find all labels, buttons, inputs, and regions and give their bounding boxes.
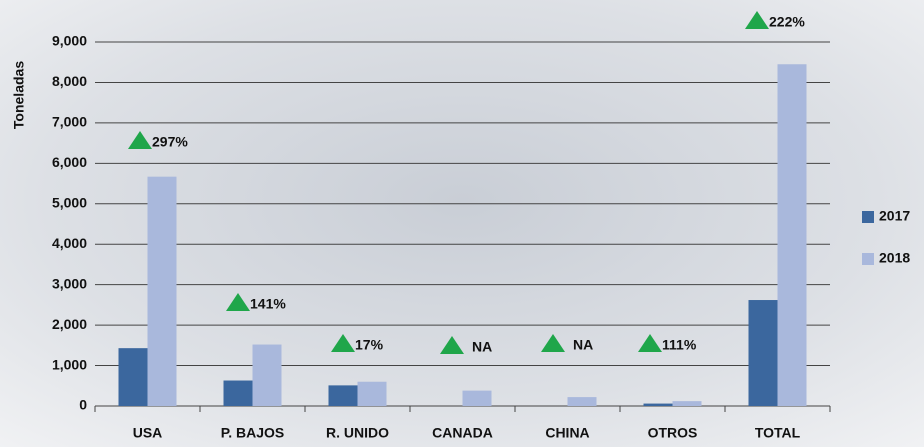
bar xyxy=(672,401,702,406)
y-tick-label: 1,000 xyxy=(52,356,87,372)
y-tick-label: 4,000 xyxy=(52,235,87,251)
x-tick-label: P. BAJOS xyxy=(221,425,285,441)
bar xyxy=(252,344,282,406)
legend-label: 2018 xyxy=(879,250,910,266)
y-axis-label: Toneladas xyxy=(11,61,27,129)
bar xyxy=(223,380,253,406)
legend-swatch xyxy=(862,253,874,265)
legend-swatch xyxy=(862,211,874,223)
x-tick-label: CHINA xyxy=(545,425,589,441)
annotation: 111% xyxy=(662,337,697,353)
y-tick-label: 7,000 xyxy=(52,114,87,130)
x-tick-label: OTROS xyxy=(648,425,698,441)
x-tick-label: TOTAL xyxy=(755,425,801,441)
y-tick-label: 6,000 xyxy=(52,154,87,170)
y-tick-label: 5,000 xyxy=(52,194,87,210)
y-tick-label: 0 xyxy=(79,397,87,413)
bar xyxy=(357,381,387,406)
annotation: 297% xyxy=(152,134,188,150)
increase-marker xyxy=(745,11,769,29)
bar xyxy=(748,300,778,406)
y-tick-label: 3,000 xyxy=(52,275,87,291)
annotation: 222% xyxy=(769,14,805,30)
bar xyxy=(643,403,673,406)
x-tick-label: R. UNIDO xyxy=(326,425,389,441)
x-tick-label: CANADA xyxy=(432,425,493,441)
bar xyxy=(328,385,358,406)
y-tick-label: 2,000 xyxy=(52,316,87,332)
legend-label: 2017 xyxy=(879,208,910,224)
annotation: NA xyxy=(573,337,593,353)
y-tick-label: 8,000 xyxy=(52,73,87,89)
bar xyxy=(147,176,177,406)
bar xyxy=(118,348,148,406)
increase-marker xyxy=(128,131,152,149)
increase-marker xyxy=(638,334,662,352)
bar xyxy=(567,397,597,406)
increase-marker xyxy=(331,334,355,352)
y-tick-label: 9,000 xyxy=(52,33,87,49)
increase-marker xyxy=(226,293,250,311)
x-tick-label: USA xyxy=(133,425,163,441)
increase-marker xyxy=(541,334,565,352)
annotation: NA xyxy=(472,339,492,355)
annotation: 141% xyxy=(250,296,286,312)
increase-marker xyxy=(440,336,464,354)
annotation: 17% xyxy=(355,337,384,353)
bar xyxy=(462,390,492,406)
bar xyxy=(777,64,807,406)
